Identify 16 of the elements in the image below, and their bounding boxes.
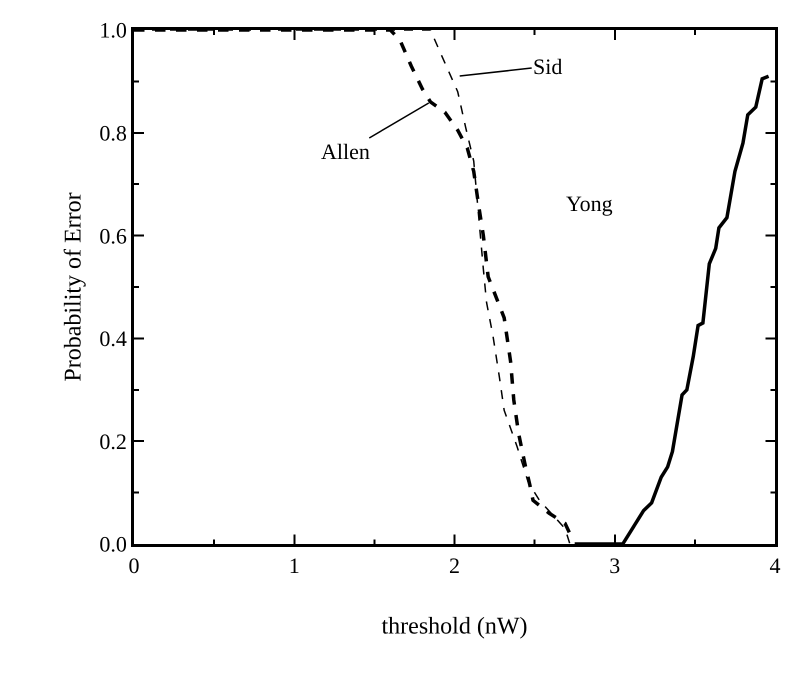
y-axis-title: Probability of Error [60,192,86,382]
annotation: Allen [321,139,370,164]
y-tick-label: 1.0 [99,18,127,43]
x-tick-label: 0 [128,553,140,578]
x-axis-title: threshold (nW) [382,613,528,640]
x-tick-label: 1 [288,553,300,578]
y-tick-label: 0.4 [99,326,127,352]
y-tick-label: 0.8 [99,120,127,146]
y-tick-label: 0.6 [99,223,127,248]
annotation: Sid [533,54,562,79]
y-tick-label: 0.0 [99,532,127,557]
y-tick-label: 0.2 [99,428,127,454]
x-tick-label: 2 [449,553,460,578]
annotation: Yong [566,191,613,216]
x-tick-label: 4 [770,553,780,578]
x-tick-label: 3 [609,553,620,578]
